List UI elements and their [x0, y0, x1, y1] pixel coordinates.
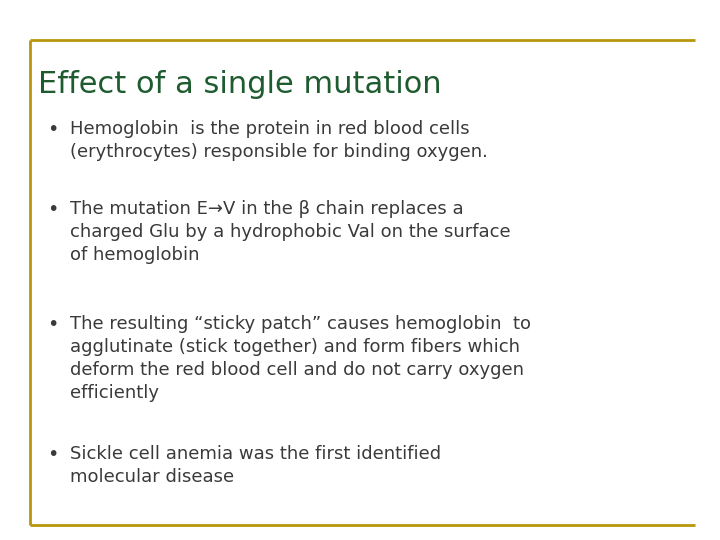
Text: The mutation E→V in the β chain replaces a
charged Glu by a hydrophobic Val on t: The mutation E→V in the β chain replaces… — [70, 200, 510, 264]
Text: •: • — [48, 200, 59, 219]
Text: •: • — [48, 315, 59, 334]
Text: •: • — [48, 120, 59, 139]
Text: Sickle cell anemia was the first identified
molecular disease: Sickle cell anemia was the first identif… — [70, 445, 441, 486]
Text: •: • — [48, 445, 59, 464]
Text: Hemoglobin  is the protein in red blood cells
(erythrocytes) responsible for bin: Hemoglobin is the protein in red blood c… — [70, 120, 488, 161]
Text: Effect of a single mutation: Effect of a single mutation — [38, 70, 441, 99]
Text: The resulting “sticky patch” causes hemoglobin  to
agglutinate (stick together) : The resulting “sticky patch” causes hemo… — [70, 315, 531, 402]
